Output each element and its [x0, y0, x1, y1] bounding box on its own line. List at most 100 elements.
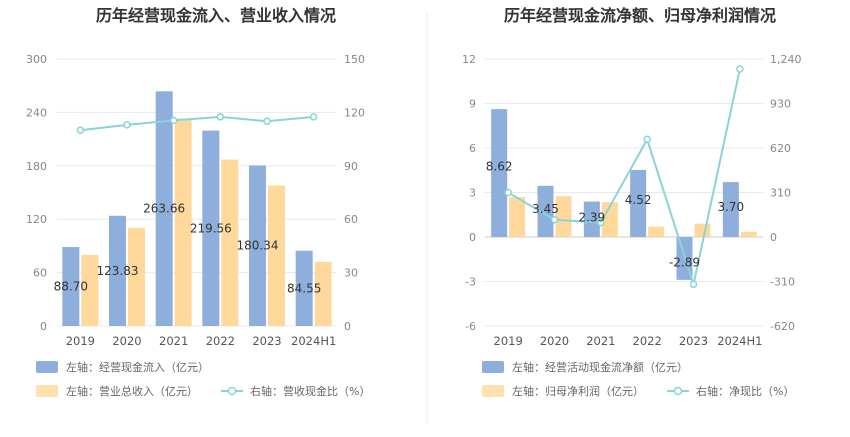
legend-marker: [227, 386, 237, 396]
gridlines: [57, 58, 337, 327]
bar-secondary: [740, 231, 757, 237]
right-axis-ticks: 0 30 60 90 120 150: [344, 53, 365, 333]
legend-item-cash-inflow[interactable]: 左轴：经营现金流入（亿元）: [36, 360, 209, 374]
category-label: 2023: [679, 334, 708, 348]
category-label: 2024H1: [717, 334, 762, 348]
bar-secondary: [509, 196, 526, 237]
bar-secondary: [314, 261, 332, 326]
left-tick-label: 9: [469, 98, 476, 111]
ratio-line: [504, 65, 744, 289]
left-axis-ticks: 0 60 120 180 240 300: [26, 53, 47, 333]
legend-item-ratio[interactable]: 右轴：营收现金比（%）: [221, 384, 370, 398]
left-tick-label: 120: [26, 213, 47, 226]
legend-label: 左轴：归母净利润（亿元）: [512, 384, 644, 398]
right-tick-label: 60: [344, 213, 358, 226]
category-labels: 2019 2020 2021 2022 2023 2024H1: [66, 334, 337, 348]
ratio-line-point: [309, 113, 318, 121]
data-labels: 8.62 3.45 2.39 4.52 -2.89 3.70: [486, 160, 744, 270]
legend-marker: [673, 386, 683, 396]
bar-primary: [295, 250, 313, 326]
legend-item-ratio[interactable]: 右轴：净现比（%）: [667, 384, 794, 398]
bar-secondary: [648, 226, 665, 237]
data-label: 219.56: [190, 221, 232, 235]
left-tick-label: 12: [462, 53, 476, 66]
legend-item-revenue[interactable]: 左轴：营业总收入（亿元）: [36, 384, 198, 398]
right-tick-label: 150: [344, 53, 365, 66]
right-tick-label: 620: [770, 142, 791, 155]
right-tick-label: 30: [344, 267, 358, 280]
right-tick-label: 310: [770, 187, 791, 200]
chart-title: 历年经营现金流入、营业收入情况: [96, 6, 336, 25]
ratio-line-path: [507, 68, 741, 289]
legend-label: 右轴：净现比（%）: [696, 384, 794, 398]
left-tick-label: 60: [33, 267, 47, 280]
bar-secondary: [174, 118, 192, 326]
bar-secondary: [555, 196, 572, 237]
category-label: 2023: [252, 334, 281, 348]
right-axis-ticks: -620 -310 0 310 620 930 1,240: [770, 53, 802, 333]
bar-primary: [722, 182, 739, 237]
ratio-line-point: [643, 135, 651, 144]
left-tick-label: 240: [26, 106, 47, 119]
right-tick-label: 90: [344, 160, 358, 173]
net-cash-flow-profit-chart: 历年经营现金流净额、归母净利润情况 -6 -3 0 3 6 9 12 -620 -310 0 31…: [462, 6, 802, 398]
data-label: 263.66: [143, 202, 185, 216]
category-label: 2021: [159, 334, 188, 348]
chart-title: 历年经营现金流净额、归母净利润情况: [504, 6, 776, 25]
bar-primary: [249, 165, 266, 326]
bar-secondary: [268, 185, 285, 326]
category-labels: 2019 2020 2021 2022 2023 2024H1: [494, 334, 763, 348]
legend-swatch-bar-blue: [482, 361, 504, 373]
legend-item-net-cash-flow[interactable]: 左轴：经营活动现金流净额（亿元）: [482, 360, 688, 374]
ratio-line-path: [80, 115, 314, 132]
ratio-line-point: [689, 280, 698, 289]
bar-primary: [583, 201, 600, 237]
bar-primary: [62, 247, 80, 326]
right-tick-label: -310: [770, 276, 795, 289]
bar-secondary: [601, 202, 618, 237]
ratio-line: [76, 113, 318, 134]
left-tick-label: 0: [40, 320, 47, 333]
legend-label: 左轴：经营活动现金流净额（亿元）: [512, 360, 688, 374]
right-tick-label: 0: [770, 231, 777, 244]
right-tick-label: -620: [770, 320, 795, 333]
left-axis-ticks: -6 -3 0 3 6 9 12: [462, 53, 476, 333]
data-label: 4.52: [625, 193, 652, 207]
ratio-line-point: [169, 116, 178, 125]
bar-primary: [155, 91, 173, 327]
right-tick-label: 0: [344, 320, 351, 333]
legend-label: 左轴：经营现金流入（亿元）: [66, 360, 209, 374]
ratio-line-point: [597, 218, 605, 227]
left-tick-label: 180: [26, 160, 47, 173]
left-tick-label: 3: [469, 187, 476, 200]
data-labels: 88.70 123.83 263.66 219.56 180.34 84.55: [54, 202, 322, 296]
bar-secondary: [221, 159, 239, 326]
left-tick-label: 300: [26, 53, 47, 66]
data-label: 3.45: [532, 202, 559, 216]
ratio-line-point: [216, 113, 225, 121]
bar-primary: [537, 185, 554, 237]
category-label: 2020: [540, 334, 569, 348]
bar-primary: [491, 109, 508, 237]
category-label: 2022: [633, 334, 662, 348]
ratio-line-point: [76, 126, 85, 134]
gridlines: [485, 58, 763, 327]
legend: 左轴：经营现金流入（亿元） 左轴：营业总收入（亿元） 右轴：营收现金比（%）: [36, 360, 370, 398]
left-tick-label: -6: [465, 320, 476, 333]
left-tick-label: -3: [465, 276, 476, 289]
data-label: 84.55: [287, 281, 321, 295]
category-label: 2021: [586, 334, 615, 348]
category-label: 2022: [206, 334, 235, 348]
ratio-line-point: [123, 121, 131, 129]
right-tick-label: 120: [344, 106, 365, 119]
bar-primary: [630, 169, 647, 237]
legend-label: 右轴：营收现金比（%）: [250, 384, 370, 398]
bar-secondary: [694, 223, 711, 237]
right-tick-label: 930: [770, 98, 791, 111]
legend-item-net-profit[interactable]: 左轴：归母净利润（亿元）: [482, 384, 644, 398]
legend: 左轴：经营活动现金流净额（亿元） 左轴：归母净利润（亿元） 右轴：净现比（%）: [482, 360, 794, 398]
bars: [491, 109, 757, 280]
bar-primary: [202, 130, 220, 326]
legend-swatch-bar-blue: [36, 361, 58, 373]
